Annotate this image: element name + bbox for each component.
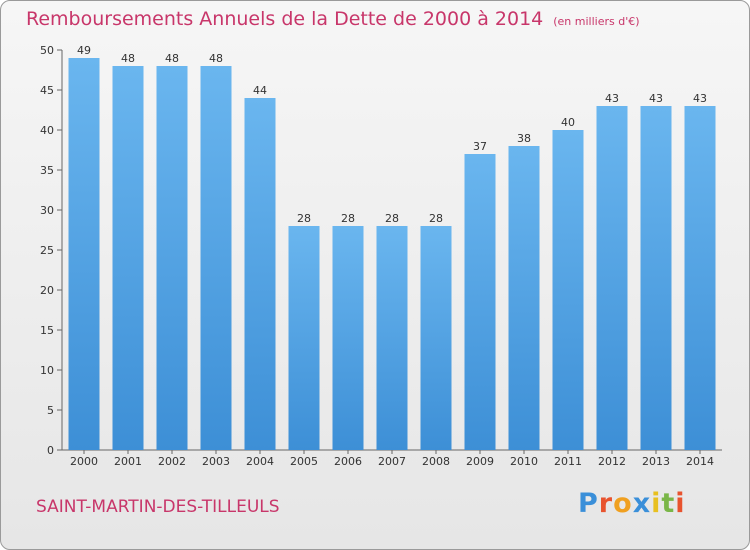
x-tick-label: 2001: [114, 455, 142, 468]
x-tick-label: 2012: [598, 455, 626, 468]
bar-value-label: 28: [297, 212, 311, 225]
x-tick-label: 2008: [422, 455, 450, 468]
y-tick-label: 30: [40, 204, 54, 217]
chart-labels: 49 2000 48 2001 48 2002 48 2003 44 2004 28 2005 28 20…: [70, 44, 714, 468]
y-tick-label: 20: [40, 284, 54, 297]
y-tick-label: 0: [47, 444, 54, 457]
bar: [68, 58, 100, 450]
bar: [464, 154, 496, 450]
bar: [288, 226, 320, 450]
x-tick-label: 2014: [686, 455, 714, 468]
logo-letter: i: [675, 488, 686, 519]
bar-value-label: 44: [253, 84, 267, 97]
x-tick-label: 2013: [642, 455, 670, 468]
x-tick-label: 2009: [466, 455, 494, 468]
logo-letter: i: [651, 488, 662, 519]
y-tick-label: 15: [40, 324, 54, 337]
bar-value-label: 43: [693, 92, 707, 105]
x-tick-label: 2007: [378, 455, 406, 468]
bar: [596, 106, 628, 450]
bar: [200, 66, 232, 450]
x-tick-label: 2003: [202, 455, 230, 468]
bar: [640, 106, 672, 450]
bar: [508, 146, 540, 450]
proxiti-logo: Proxiti: [578, 488, 686, 519]
bar: [156, 66, 188, 450]
logo-letter: o: [613, 488, 633, 519]
bar-value-label: 43: [649, 92, 663, 105]
y-tick-label: 50: [40, 44, 54, 57]
chart-title-text: Remboursements Annuels de la Dette de 20…: [26, 8, 544, 30]
y-tick-label: 35: [40, 164, 54, 177]
bar-value-label: 48: [209, 52, 223, 65]
x-tick-label: 2005: [290, 455, 318, 468]
bar: [420, 226, 452, 450]
y-tick-label: 5: [47, 404, 54, 417]
bar: [684, 106, 716, 450]
y-tick-label: 25: [40, 244, 54, 257]
bar-value-label: 48: [165, 52, 179, 65]
chart-bars: [68, 58, 716, 450]
bar: [112, 66, 144, 450]
x-tick-label: 2010: [510, 455, 538, 468]
x-tick-label: 2006: [334, 455, 362, 468]
y-tick-label: 45: [40, 84, 54, 97]
logo-letter: r: [598, 488, 614, 519]
logo-letter: t: [661, 488, 676, 519]
y-tick-label: 40: [40, 124, 54, 137]
bar: [332, 226, 364, 450]
x-tick-label: 2002: [158, 455, 186, 468]
bar-value-label: 38: [517, 132, 531, 145]
bar: [552, 130, 584, 450]
bar-value-label: 28: [385, 212, 399, 225]
bar-value-label: 49: [77, 44, 91, 57]
bar-value-label: 37: [473, 140, 487, 153]
bar-value-label: 48: [121, 52, 135, 65]
x-tick-label: 2000: [70, 455, 98, 468]
bar: [244, 98, 276, 450]
logo-letter: x: [632, 488, 652, 519]
bar-value-label: 28: [341, 212, 355, 225]
chart-unit-label: (en milliers d'€): [553, 15, 640, 28]
y-tick-label: 10: [40, 364, 54, 377]
bar-value-label: 28: [429, 212, 443, 225]
logo-letter: P: [578, 488, 599, 519]
x-tick-label: 2004: [246, 455, 274, 468]
bar: [376, 226, 408, 450]
town-name: SAINT-MARTIN-DES-TILLEULS: [36, 497, 280, 517]
bar-value-label: 43: [605, 92, 619, 105]
x-tick-label: 2011: [554, 455, 582, 468]
bar-value-label: 40: [561, 116, 575, 129]
chart-title: Remboursements Annuels de la Dette de 20…: [26, 8, 640, 30]
